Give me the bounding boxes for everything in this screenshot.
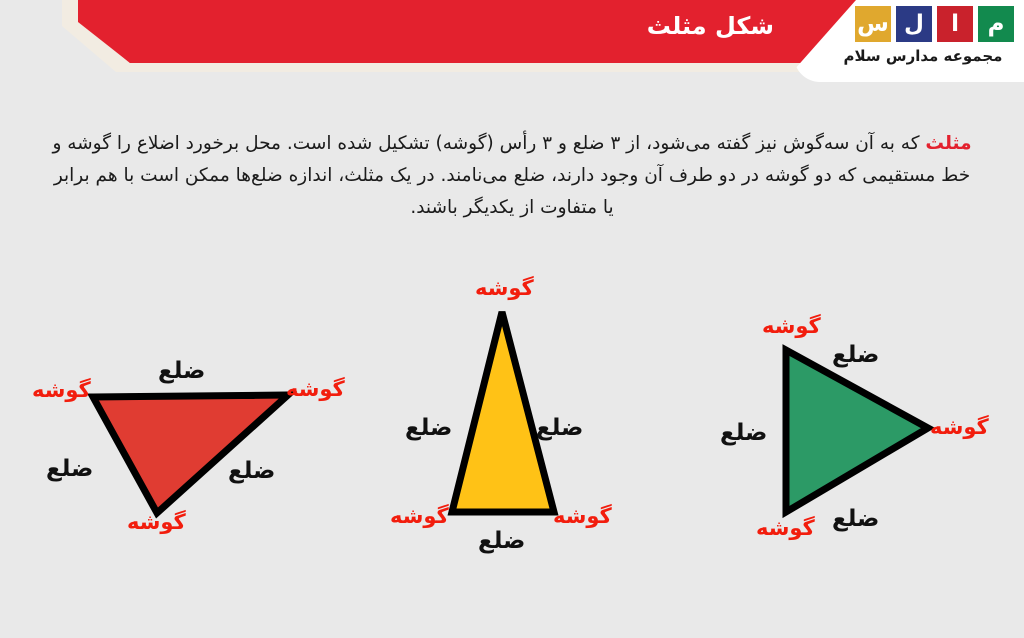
logo-tagline: مجموعه مدارس سلام <box>843 47 1003 65</box>
triangle-figures: ضلع ضلع ضلع گوشه گوشه گوشه ضلع ضلع ضلع گوشه گوشه گ… <box>0 262 1024 592</box>
keyword-triangle: مثلث <box>925 133 972 154</box>
header-banner-red <box>78 0 880 63</box>
figure-green-triangle: ضلع ضلع ضلع گوشه گوشه گوشه <box>690 262 1020 592</box>
red-triangle-shape <box>87 391 298 519</box>
green-triangle-shape <box>782 344 936 519</box>
yellow-triangle-side-label: ضلع <box>536 415 584 441</box>
green-triangle-side-label: ضلع <box>832 342 880 368</box>
green-triangle-side-label: ضلع <box>832 506 880 532</box>
yellow-triangle-corner-label: گوشه <box>475 276 534 300</box>
red-triangle <box>87 391 298 519</box>
red-triangle-corner-label: گوشه <box>32 378 91 402</box>
yellow-triangle <box>447 311 559 516</box>
yellow-triangle-side-label: ضلع <box>405 415 453 441</box>
red-triangle-corner-label: گوشه <box>127 510 186 534</box>
logo-letter-squares: م ا ل س <box>832 6 1014 42</box>
green-triangle-side-label: ضلع <box>720 420 768 446</box>
logo-square-meem: م <box>978 6 1014 42</box>
figure-red-triangle: ضلع ضلع ضلع گوشه گوشه گوشه <box>10 262 360 592</box>
red-triangle-side-label: ضلع <box>158 358 206 384</box>
yellow-triangle-corner-label: گوشه <box>553 504 612 528</box>
lesson-paragraph: مثلث که به آن سه‌گوش نیز گفته می‌شود، از… <box>50 128 974 224</box>
yellow-triangle-side-label: ضلع <box>478 528 526 554</box>
page-title: شکل مثلث <box>646 12 774 40</box>
page-header: شکل مثلث م ا ل س مجموعه مدارس سلام <box>0 0 1024 82</box>
red-triangle-corner-label: گوشه <box>286 377 345 401</box>
green-triangle-corner-label: گوشه <box>930 415 989 439</box>
green-triangle <box>782 344 936 519</box>
logo-square-alef: ا <box>937 6 973 42</box>
green-triangle-corner-label: گوشه <box>756 516 815 540</box>
red-triangle-side-label: ضلع <box>228 458 276 484</box>
red-triangle-side-label: ضلع <box>46 456 94 482</box>
figure-yellow-triangle: ضلع ضلع ضلع گوشه گوشه گوشه <box>368 262 658 592</box>
logo-square-lam: ل <box>896 6 932 42</box>
brand-logo[interactable]: م ا ل س مجموعه مدارس سلام <box>832 6 1014 70</box>
yellow-triangle-corner-label: گوشه <box>390 504 449 528</box>
yellow-triangle-shape <box>447 311 559 516</box>
green-triangle-corner-label: گوشه <box>762 314 821 338</box>
paragraph-text: که به آن سه‌گوش نیز گفته می‌شود، از ۳ ضل… <box>52 133 971 218</box>
logo-square-seen: س <box>855 6 891 42</box>
